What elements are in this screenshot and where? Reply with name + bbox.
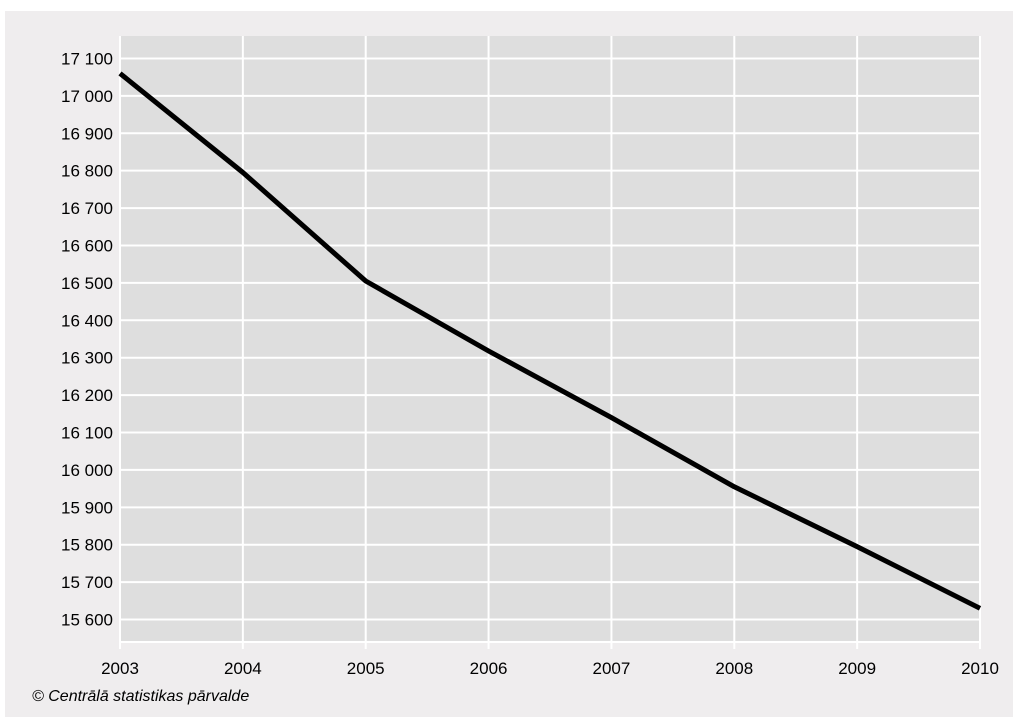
y-tick-label: 16 000 [61,461,113,480]
y-tick-label: 16 900 [61,124,113,143]
x-tick-labels: 2003 2004 2005 2006 2007 2008 2009 2010 [101,659,999,678]
plot-area [120,36,980,642]
x-tick-label: 2004 [224,659,262,678]
x-tick-label: 2007 [593,659,631,678]
y-tick-label: 15 700 [61,573,113,592]
y-tick-label: 16 200 [61,386,113,405]
y-tick-label: 15 800 [61,536,113,555]
y-tick-label: 16 600 [61,236,113,255]
y-tick-label: 16 700 [61,199,113,218]
x-tick-label: 2009 [838,659,876,678]
y-tick-label: 16 100 [61,424,113,443]
x-tick-label: 2003 [101,659,139,678]
axes [119,36,981,649]
x-tick-label: 2006 [470,659,508,678]
y-tick-label: 16 400 [61,311,113,330]
grid-lines [120,36,980,642]
y-tick-label: 16 800 [61,162,113,181]
line-chart: 15 600 15 700 15 800 15 900 16 000 16 100 16 2… [61,36,999,678]
source-note: © Centrālā statistikas pārvalde [32,688,250,705]
series-group [118,71,982,611]
x-tick-label: 2010 [961,659,999,678]
y-tick-label: 16 300 [61,349,113,368]
chart-frame: 15 600 15 700 15 800 15 900 16 000 16 100 16 2… [5,11,1013,717]
x-tick-label: 2005 [347,659,385,678]
y-tick-label: 15 600 [61,611,113,630]
series-line [118,71,982,611]
x-tick-label: 2008 [715,659,753,678]
y-tick-label: 16 500 [61,274,113,293]
y-tick-labels: 15 600 15 700 15 800 15 900 16 000 16 100 16 2… [61,49,113,629]
y-tick-label: 17 100 [61,49,113,68]
y-tick-label: 17 000 [61,87,113,106]
y-tick-label: 15 900 [61,498,113,517]
